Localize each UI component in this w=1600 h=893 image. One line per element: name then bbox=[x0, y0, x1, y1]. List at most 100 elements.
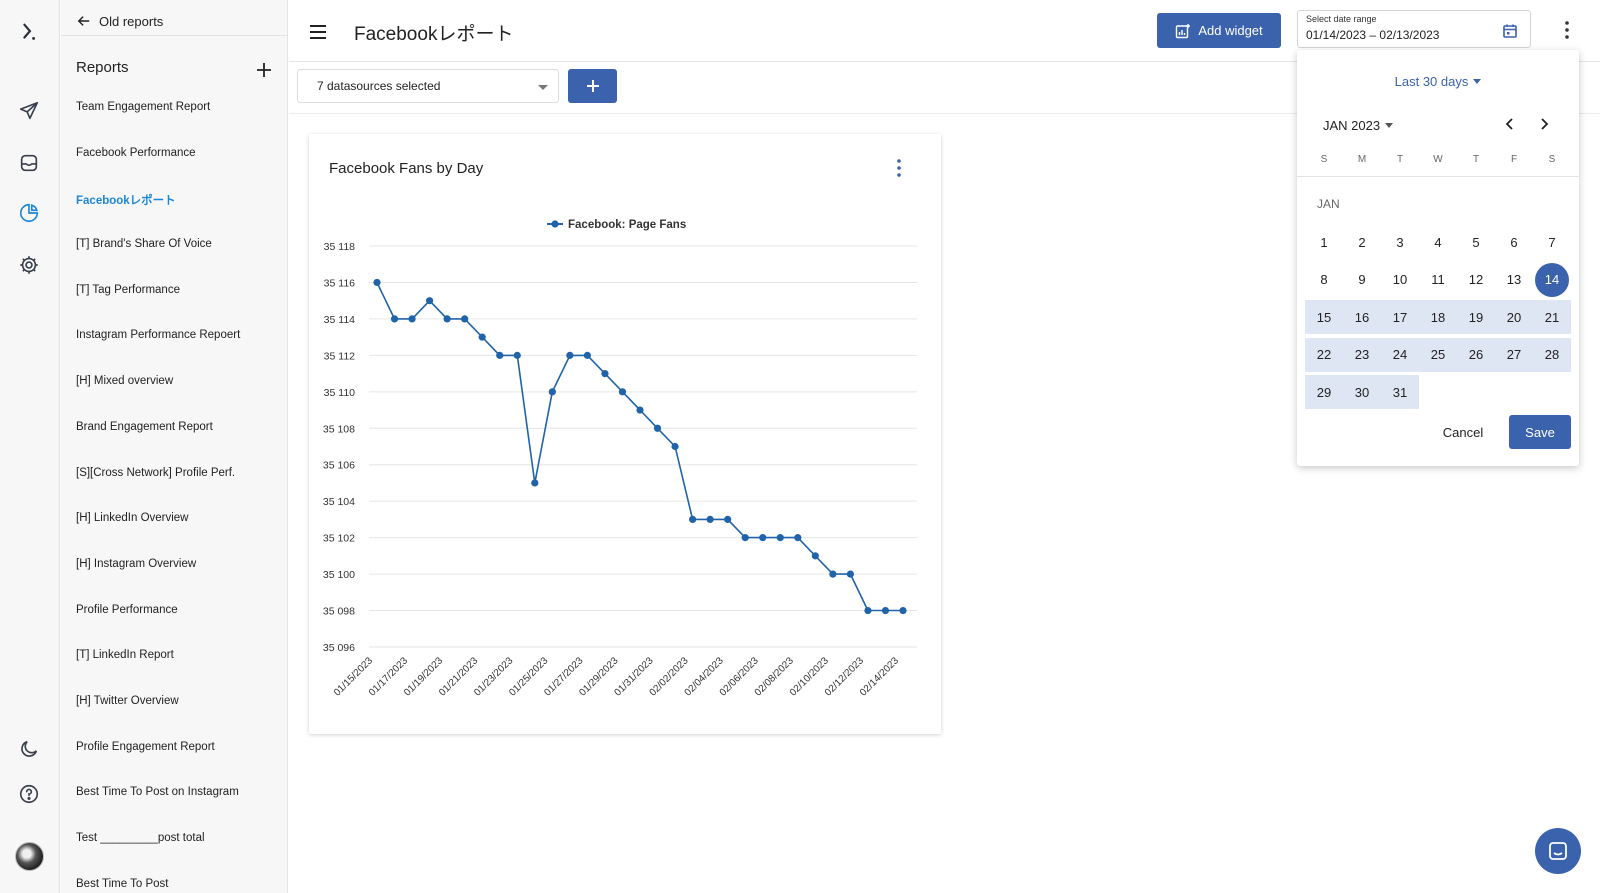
report-item[interactable]: Profile Performance bbox=[76, 603, 178, 616]
calendar-day[interactable]: 30 bbox=[1343, 375, 1381, 409]
data-point bbox=[408, 315, 416, 323]
preset-dropdown[interactable]: Last 30 days bbox=[1297, 74, 1579, 89]
report-item[interactable]: [T] Brand's Share Of Voice bbox=[76, 238, 212, 251]
avatar[interactable] bbox=[15, 842, 44, 871]
y-tick-label: 35 110 bbox=[324, 387, 355, 399]
calendar-day[interactable]: 5 bbox=[1472, 234, 1480, 250]
calendar-day[interactable]: 7 bbox=[1548, 234, 1556, 250]
calendar-day[interactable]: 10 bbox=[1392, 272, 1408, 287]
calendar-day[interactable]: 15 bbox=[1305, 300, 1343, 334]
calendar-day[interactable]: 20 bbox=[1495, 300, 1533, 334]
inbox-icon[interactable] bbox=[14, 148, 44, 178]
report-item[interactable]: [T] Tag Performance bbox=[76, 283, 180, 296]
calendar-day[interactable]: 11 bbox=[1431, 272, 1445, 287]
report-item[interactable]: Best Time To Post bbox=[76, 877, 169, 890]
divider bbox=[61, 35, 287, 36]
old-reports-link[interactable]: Old reports bbox=[77, 10, 163, 32]
data-point bbox=[689, 515, 697, 524]
chat-button[interactable] bbox=[1535, 828, 1581, 874]
save-button[interactable]: Save bbox=[1509, 415, 1571, 449]
report-item[interactable]: Facebook Performance bbox=[76, 146, 196, 159]
month-select[interactable]: JAN 2023 bbox=[1323, 118, 1394, 133]
report-item[interactable]: [H] Mixed overview bbox=[76, 375, 174, 388]
calendar-icon[interactable] bbox=[1502, 23, 1518, 39]
calendar-day[interactable]: 14 bbox=[1533, 262, 1571, 297]
add-datasource-button[interactable] bbox=[568, 69, 617, 103]
send-icon[interactable] bbox=[14, 96, 44, 126]
add-widget-button[interactable]: Add widget bbox=[1157, 13, 1281, 48]
add-chart-icon bbox=[1176, 23, 1191, 38]
dark-mode-icon[interactable] bbox=[14, 734, 44, 764]
report-item[interactable]: Team Engagement Report bbox=[76, 101, 211, 113]
data-point bbox=[496, 351, 504, 359]
data-point bbox=[864, 606, 872, 615]
calendar-day[interactable]: 25 bbox=[1419, 337, 1457, 372]
help-icon[interactable] bbox=[14, 779, 44, 809]
weekday-label: T bbox=[1472, 154, 1480, 165]
report-item[interactable]: Best Time To Post on Instagram bbox=[76, 786, 239, 799]
calendar-day[interactable]: 8 bbox=[1320, 272, 1328, 287]
report-item[interactable]: [H] Twitter Overview bbox=[76, 694, 179, 707]
report-item[interactable]: [T] LinkedIn Report bbox=[76, 649, 174, 662]
calendar-day[interactable]: 21 bbox=[1533, 300, 1571, 334]
calendar-day[interactable]: 4 bbox=[1434, 234, 1442, 250]
widget-menu-icon[interactable] bbox=[894, 158, 904, 178]
menu-button[interactable] bbox=[308, 22, 328, 42]
calendar-day[interactable]: 24 bbox=[1381, 337, 1419, 372]
calendar-day[interactable]: 22 bbox=[1305, 337, 1343, 372]
more-options-icon[interactable] bbox=[1564, 20, 1570, 40]
cancel-button[interactable]: Cancel bbox=[1442, 424, 1484, 440]
report-item[interactable]: Instagram Performance Repoert bbox=[76, 329, 241, 342]
calendar-day[interactable]: 18 bbox=[1419, 300, 1457, 334]
reports-icon[interactable] bbox=[14, 198, 44, 228]
calendar-day[interactable]: 6 bbox=[1510, 234, 1518, 250]
calendar-day[interactable]: 17 bbox=[1381, 300, 1419, 334]
data-point bbox=[601, 369, 609, 378]
data-point bbox=[531, 479, 539, 487]
add-widget-label: Add widget bbox=[1198, 23, 1263, 38]
report-item[interactable]: Facebookレポート bbox=[76, 195, 176, 208]
calendar-day[interactable]: 29 bbox=[1305, 375, 1343, 409]
caret-down-icon bbox=[1473, 79, 1482, 84]
datasource-select[interactable]: 7 datasources selected bbox=[297, 69, 559, 103]
date-range-field[interactable]: Select date range 01/14/2023 – 02/13/202… bbox=[1297, 10, 1531, 48]
report-item[interactable]: Profile Engagement Report bbox=[76, 740, 215, 753]
report-item[interactable]: [S][Cross Network] Profile Perf. bbox=[76, 466, 236, 479]
data-point bbox=[846, 570, 855, 578]
weekday-label: T bbox=[1396, 154, 1404, 165]
logo-icon[interactable] bbox=[14, 17, 44, 47]
calendar-day[interactable]: 12 bbox=[1468, 272, 1484, 287]
page-title: Facebookレポート bbox=[354, 24, 514, 45]
report-item[interactable]: [H] LinkedIn Overview bbox=[76, 512, 189, 525]
calendar-day[interactable]: 28 bbox=[1533, 337, 1571, 372]
datasource-value: 7 datasources selected bbox=[317, 79, 441, 93]
y-tick-label: 35 096 bbox=[323, 642, 355, 654]
calendar-day[interactable]: 26 bbox=[1457, 337, 1495, 372]
report-item[interactable]: Brand Engagement Report bbox=[76, 420, 213, 433]
calendar-day[interactable]: 27 bbox=[1495, 337, 1533, 372]
data-point bbox=[618, 388, 627, 396]
report-item[interactable]: [H] Instagram Overview bbox=[76, 557, 197, 570]
calendar-day[interactable]: 1 bbox=[1320, 234, 1328, 250]
old-reports-label: Old reports bbox=[99, 13, 164, 29]
calendar-day[interactable]: 2 bbox=[1358, 234, 1366, 250]
calendar-day[interactable]: 9 bbox=[1358, 272, 1366, 287]
settings-icon[interactable] bbox=[14, 250, 44, 280]
report-item[interactable]: Test _________post total bbox=[76, 832, 205, 844]
weekday-label: S bbox=[1548, 154, 1556, 165]
data-point bbox=[653, 424, 662, 432]
add-report-button[interactable] bbox=[254, 60, 274, 80]
data-point bbox=[426, 297, 434, 305]
calendar-day[interactable]: 31 bbox=[1381, 375, 1419, 409]
calendar-day[interactable]: 3 bbox=[1396, 234, 1404, 250]
y-tick-label: 35 102 bbox=[323, 533, 355, 545]
chevron-down-icon bbox=[538, 85, 548, 90]
calendar-day[interactable]: 13 bbox=[1506, 272, 1522, 287]
calendar-day[interactable]: 23 bbox=[1343, 337, 1381, 372]
calendar-day[interactable]: 16 bbox=[1343, 300, 1381, 334]
calendar-day[interactable]: 19 bbox=[1457, 300, 1495, 334]
next-month-button[interactable] bbox=[1534, 114, 1554, 134]
previous-month-button[interactable] bbox=[1500, 114, 1520, 134]
